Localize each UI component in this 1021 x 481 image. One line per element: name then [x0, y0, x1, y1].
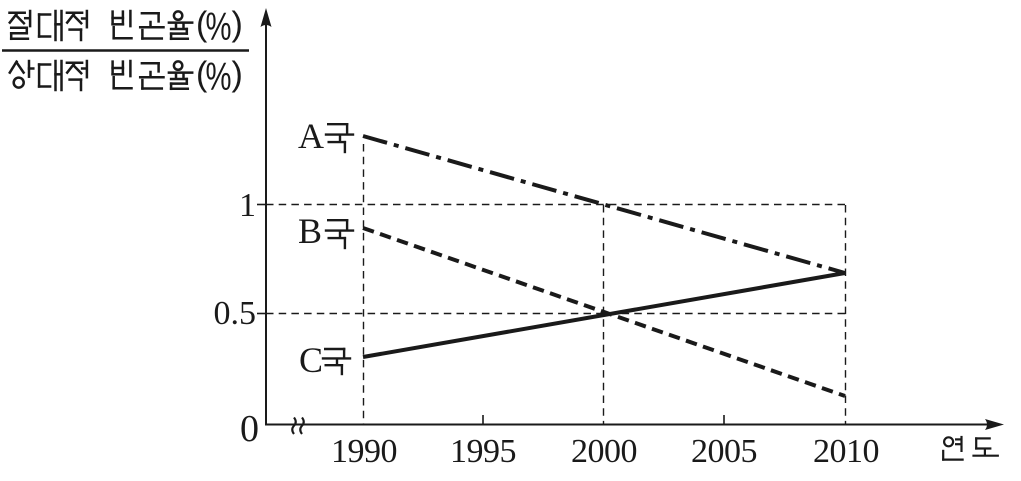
svg-text:1995: 1995	[450, 433, 516, 470]
svg-text:1: 1	[239, 187, 256, 224]
svg-text:): )	[232, 56, 243, 94]
svg-text:0: 0	[240, 408, 259, 450]
svg-text:(: (	[196, 6, 208, 44]
svg-text:1990: 1990	[331, 433, 397, 470]
svg-text:B: B	[298, 211, 322, 251]
svg-text:C: C	[299, 340, 323, 380]
svg-text:%: %	[206, 56, 232, 99]
svg-text:0.5: 0.5	[214, 295, 257, 332]
svg-text:2000: 2000	[571, 433, 637, 470]
svg-text:A: A	[298, 116, 324, 156]
svg-text:2010: 2010	[813, 433, 879, 470]
svg-text:2005: 2005	[691, 433, 757, 470]
svg-text:): )	[232, 6, 243, 44]
svg-text:(: (	[196, 56, 208, 94]
svg-text:%: %	[206, 6, 232, 49]
